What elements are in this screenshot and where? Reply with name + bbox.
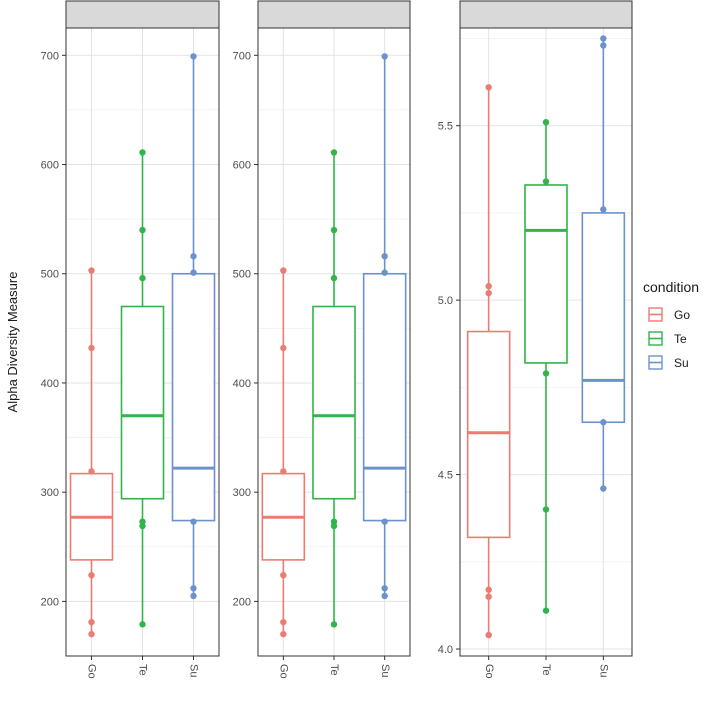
data-point: [600, 419, 607, 426]
y-tick-label: 500: [233, 269, 251, 281]
data-point: [280, 571, 287, 579]
data-point: [280, 468, 287, 475]
data-point: [381, 518, 388, 525]
box-rect: [312, 305, 356, 500]
x-tick-label: Te: [137, 664, 149, 676]
data-point: [88, 468, 95, 475]
y-tick-label: 5.0: [438, 295, 453, 307]
legend-label: Te: [674, 332, 687, 346]
legend-label: Go: [674, 308, 690, 322]
y-tick-label: 700: [41, 50, 59, 62]
data-point: [139, 274, 146, 282]
data-point: [600, 206, 607, 213]
legend-item-te: Te: [674, 332, 687, 346]
legend-title: condition: [643, 279, 699, 295]
y-tick-label: 600: [233, 160, 251, 172]
y-tick-label: 4.5: [438, 470, 453, 482]
data-point: [485, 631, 492, 639]
data-point: [330, 274, 338, 282]
data-point: [139, 522, 146, 530]
y-tick-label: 400: [233, 378, 251, 390]
data-point: [139, 226, 146, 234]
box-rect: [581, 212, 626, 424]
y-tick-label: 200: [41, 596, 59, 608]
data-point: [381, 592, 388, 600]
data-point: [485, 593, 492, 600]
legend-item-su: Su: [674, 356, 689, 370]
y-tick-label: 300: [233, 487, 251, 499]
data-point: [485, 586, 492, 593]
box-rect: [362, 272, 407, 522]
data-point: [280, 344, 287, 352]
data-point: [88, 267, 95, 274]
data-point: [280, 267, 287, 274]
data-point: [330, 226, 338, 234]
data-point: [139, 621, 146, 628]
y-tick-label: 5.5: [438, 121, 453, 133]
data-point: [542, 370, 550, 377]
y-axis-title: Alpha Diversity Measure: [5, 272, 20, 413]
data-point: [330, 149, 338, 156]
box-rect: [171, 272, 216, 522]
data-point: [381, 53, 388, 60]
data-point: [330, 522, 338, 530]
data-point: [381, 585, 388, 592]
x-tick-label: Su: [597, 664, 609, 677]
data-point: [542, 506, 550, 513]
data-point: [190, 269, 197, 276]
x-tick-label: Te: [540, 664, 552, 676]
data-point: [88, 344, 95, 352]
y-tick-label: 700: [233, 50, 251, 62]
box-rect: [120, 305, 165, 500]
x-tick-label: Te: [328, 664, 340, 676]
data-point: [381, 253, 388, 260]
data-point: [381, 269, 388, 276]
y-tick-label: 500: [41, 269, 59, 281]
x-tick-label: Su: [379, 664, 391, 677]
data-point: [190, 253, 197, 260]
box-rect: [524, 184, 568, 364]
panel-strip: [65, 0, 220, 29]
data-point: [600, 42, 607, 49]
data-point: [190, 585, 197, 592]
data-point: [330, 621, 338, 628]
data-point: [88, 618, 95, 626]
data-point: [542, 607, 550, 614]
data-point: [190, 592, 197, 600]
data-point: [542, 178, 550, 185]
data-point: [280, 630, 287, 638]
data-point: [139, 149, 146, 156]
x-tick-label: Go: [277, 664, 289, 679]
data-point: [485, 84, 492, 91]
data-point: [485, 289, 492, 297]
legend-label: Su: [674, 356, 689, 370]
panel-strip: [257, 0, 411, 29]
data-point: [485, 282, 492, 290]
data-point: [190, 518, 197, 525]
x-tick-label: Su: [188, 664, 200, 677]
data-point: [88, 571, 95, 579]
y-tick-label: 200: [233, 596, 251, 608]
x-tick-label: Go: [483, 664, 495, 679]
data-point: [88, 630, 95, 638]
y-tick-label: 400: [41, 378, 59, 390]
box-rect: [466, 330, 511, 539]
data-point: [542, 119, 550, 126]
legend-item-go: Go: [674, 308, 690, 322]
data-point: [600, 485, 607, 492]
panel-strip: [459, 0, 633, 29]
x-tick-label: Go: [86, 664, 98, 679]
data-point: [190, 53, 197, 60]
y-tick-label: 4.0: [438, 644, 453, 656]
data-point: [280, 618, 287, 626]
legend: condition: [643, 279, 699, 295]
y-tick-label: 600: [41, 160, 59, 172]
y-tick-label: 300: [41, 487, 59, 499]
data-point: [600, 35, 607, 42]
